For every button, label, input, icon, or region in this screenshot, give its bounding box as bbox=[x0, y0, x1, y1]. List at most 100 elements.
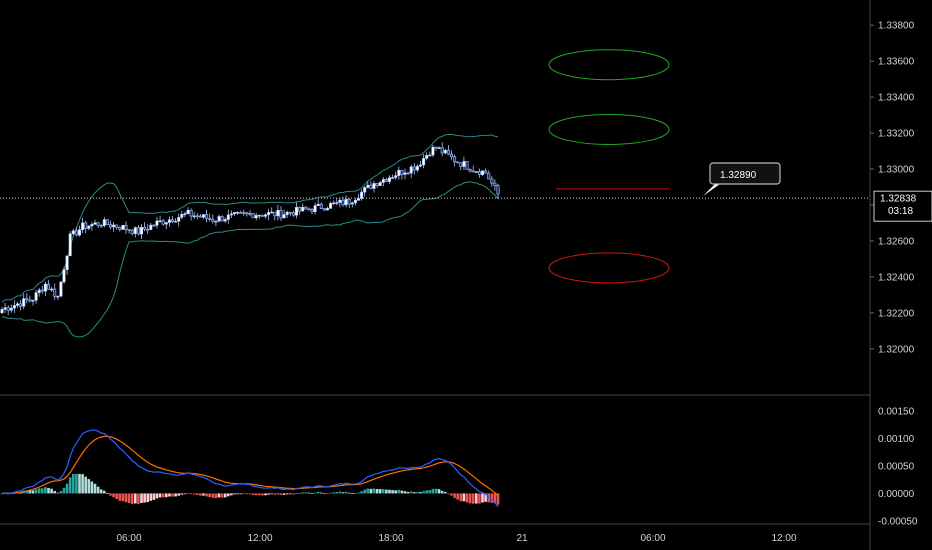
candle bbox=[78, 225, 82, 237]
candle-body bbox=[387, 177, 391, 182]
candle bbox=[440, 142, 444, 157]
candle-body bbox=[459, 162, 463, 167]
candle-body bbox=[474, 171, 478, 173]
macd-histogram-bar bbox=[37, 488, 41, 494]
macd-histogram-bar bbox=[217, 493, 221, 498]
candle bbox=[459, 162, 463, 171]
candle-body bbox=[171, 219, 175, 223]
candle-body bbox=[446, 149, 450, 155]
macd-histogram-bar bbox=[320, 492, 323, 494]
candle-body bbox=[6, 307, 10, 311]
candle bbox=[369, 181, 373, 190]
macd-histogram-bar bbox=[394, 490, 397, 494]
candle bbox=[335, 198, 339, 206]
candle bbox=[109, 220, 113, 230]
macd-histogram-bar bbox=[220, 493, 224, 498]
price-panel[interactable] bbox=[0, 49, 870, 338]
candle-body bbox=[480, 170, 484, 175]
candle bbox=[112, 222, 116, 232]
macd-histogram-bar bbox=[177, 493, 180, 496]
candle-body bbox=[391, 177, 395, 179]
candle-body bbox=[31, 299, 35, 302]
macd-tick-label: 0.00050 bbox=[878, 461, 915, 472]
candle-body bbox=[12, 305, 16, 309]
candle bbox=[105, 219, 109, 225]
candle-body bbox=[161, 220, 165, 225]
candle-body bbox=[133, 227, 137, 234]
macd-histogram-bar bbox=[81, 474, 84, 494]
candle bbox=[428, 151, 432, 157]
macd-histogram-bar bbox=[208, 493, 211, 498]
macd-histogram-bar bbox=[47, 487, 50, 494]
macd-histogram-bar bbox=[72, 473, 75, 494]
macd-histogram-bar bbox=[357, 492, 360, 494]
macd-histogram-bar bbox=[106, 493, 109, 494]
macd-panel[interactable] bbox=[0, 429, 500, 508]
macd-tick-label: 0.00000 bbox=[878, 489, 915, 500]
price-annotation[interactable]: 1.32890 bbox=[703, 162, 781, 196]
candle-body bbox=[105, 219, 109, 225]
candle-body bbox=[468, 169, 472, 172]
candle bbox=[313, 202, 317, 215]
candle-body bbox=[9, 307, 13, 311]
macd-histogram-bar bbox=[186, 493, 190, 494]
candle bbox=[412, 163, 416, 175]
candle bbox=[406, 171, 410, 175]
candle bbox=[381, 177, 385, 187]
candle bbox=[183, 211, 187, 218]
candle bbox=[198, 213, 202, 218]
candle bbox=[409, 164, 413, 178]
candle-body bbox=[465, 161, 469, 170]
countdown-label: 03:18 bbox=[888, 206, 913, 217]
candle-body bbox=[136, 227, 140, 235]
candle bbox=[202, 213, 206, 220]
macd-histogram-bar bbox=[236, 493, 239, 495]
macd-histogram-bar bbox=[254, 493, 258, 496]
candle-body bbox=[15, 303, 19, 306]
macd-histogram-bar bbox=[391, 490, 394, 494]
candle-body bbox=[490, 178, 494, 184]
time-tick-label: 06:00 bbox=[116, 533, 141, 544]
candle-body bbox=[239, 212, 243, 214]
candle bbox=[437, 146, 441, 149]
macd-histogram-bar bbox=[158, 493, 162, 498]
candle bbox=[90, 222, 94, 231]
candle bbox=[325, 206, 329, 211]
candle-body bbox=[409, 166, 413, 174]
candle-body bbox=[93, 222, 97, 225]
candle bbox=[19, 300, 23, 311]
candle-body bbox=[229, 213, 233, 216]
candle bbox=[62, 266, 66, 284]
macd-histogram-bar bbox=[124, 493, 128, 503]
candle-body bbox=[267, 212, 271, 216]
macd-histogram-bar bbox=[478, 493, 481, 504]
candle-body bbox=[78, 229, 82, 236]
candle-body bbox=[279, 209, 283, 219]
macd-histogram-bar bbox=[127, 493, 131, 504]
candle bbox=[133, 226, 137, 238]
macd-histogram-bar bbox=[434, 488, 438, 494]
candle-body bbox=[248, 212, 252, 215]
macd-histogram-bar bbox=[422, 491, 425, 494]
macd-histogram-bar bbox=[130, 493, 134, 505]
candle bbox=[372, 181, 376, 193]
macd-histogram-bar bbox=[140, 493, 143, 504]
candle-body bbox=[152, 224, 156, 227]
macd-histogram-bar bbox=[329, 492, 332, 494]
macd-histogram-bar bbox=[68, 477, 72, 494]
candle-body bbox=[127, 229, 131, 231]
candle-body bbox=[332, 202, 336, 205]
macd-histogram-bar bbox=[44, 487, 47, 494]
candle-body bbox=[40, 289, 44, 292]
macd-histogram-bar bbox=[282, 493, 286, 495]
candle-body bbox=[496, 185, 500, 195]
macd-histogram-bar bbox=[351, 493, 354, 494]
candle bbox=[347, 197, 351, 209]
candle bbox=[146, 224, 150, 234]
candle bbox=[366, 181, 370, 189]
candle-body bbox=[270, 211, 274, 214]
candle-body bbox=[301, 206, 305, 212]
macd-histogram-bar bbox=[65, 483, 69, 494]
candle bbox=[291, 210, 295, 217]
